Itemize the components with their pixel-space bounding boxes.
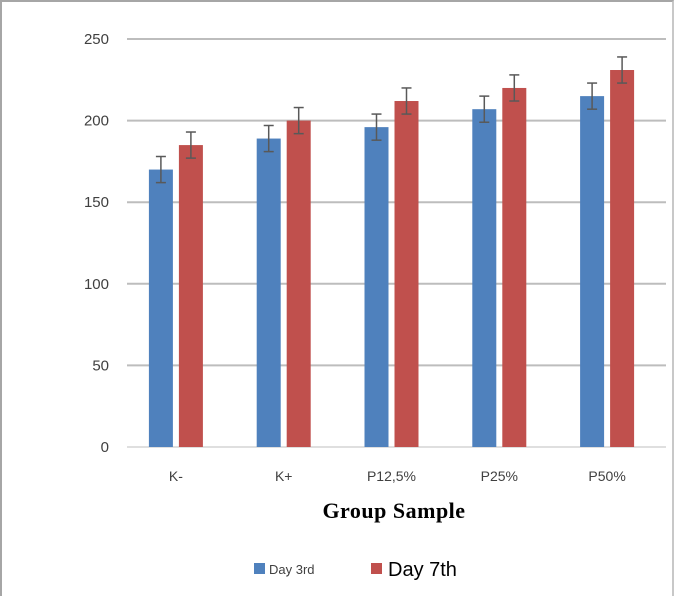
error-bar-day-3rd-p25 [479,95,490,123]
bar-day-7th-k [178,145,203,447]
y-tick-label-50: 50 [92,357,109,374]
error-bar-day-7th-p25 [509,74,520,102]
error-bar-day-3rd-p50 [587,82,598,110]
bar-day-7th-p50 [610,70,635,448]
bar-day-3rd-k [256,138,281,447]
y-axis-ticks: 0 50 100 150 200 250 [84,31,109,456]
legend: Day 3rd Day 7th [254,559,457,581]
bar-day-3rd-p50 [580,96,605,448]
legend-label-day-3rd: Day 3rd [269,562,315,577]
bar-day-7th-p12-5 [394,101,419,448]
x-axis-ticks: K- K+ P12,5% P25% P50% [169,468,626,484]
error-bar-day-3rd-p12-5 [371,113,382,141]
bar-day-7th-p25 [502,87,527,448]
x-tick-label-p25: P25% [481,468,518,484]
x-tick-label-k: K+ [275,468,293,484]
y-tick-label-0: 0 [101,439,109,456]
x-tick-label-p12-5: P12,5% [367,468,416,484]
legend-swatch-day-7th [371,563,382,574]
error-bar-day-7th-k [185,131,196,159]
error-bar-day-7th-k [293,106,304,135]
bar-day-3rd-p25 [472,109,497,448]
y-tick-label-100: 100 [84,276,109,293]
error-bar-day-7th-p12-5 [401,87,412,115]
bar-day-3rd-p12-5 [364,127,389,448]
legend-swatch-day-3rd [254,563,265,574]
error-bars [155,56,628,184]
error-bar-day-3rd-k [155,155,166,184]
legend-label-day-7th: Day 7th [388,559,457,581]
y-tick-label-250: 250 [84,31,109,48]
error-bar-day-3rd-k [263,124,274,153]
x-tick-label-p50: P50% [588,468,625,484]
x-tick-label-k: K- [169,468,183,484]
bar-day-3rd-k [148,169,173,447]
bars [148,70,635,448]
error-bar-day-7th-p50 [617,56,628,84]
x-axis-label: Group Sample [322,498,465,523]
y-tick-label-200: 200 [84,113,109,130]
bar-day-7th-k [286,120,311,447]
y-tick-label-150: 150 [84,194,109,211]
